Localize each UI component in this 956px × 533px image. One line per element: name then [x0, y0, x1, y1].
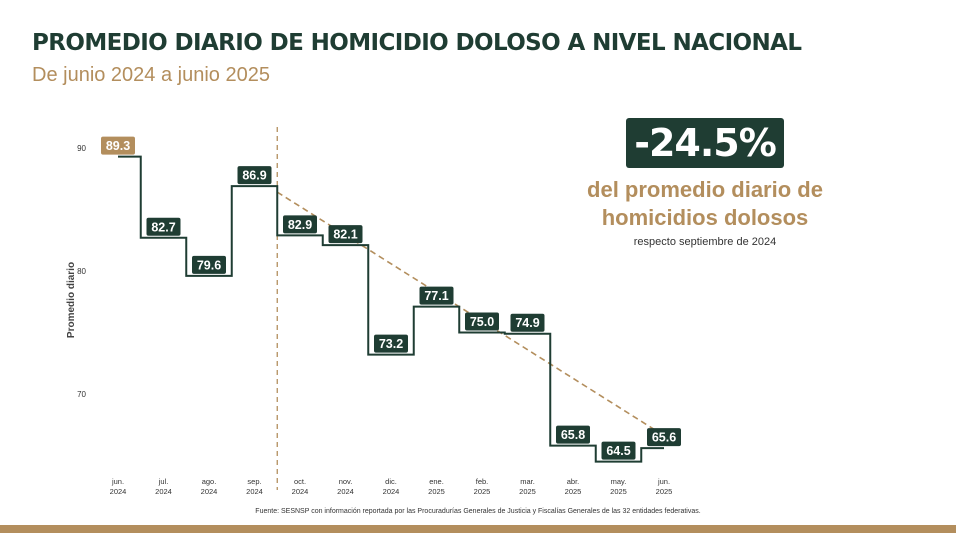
data-label: 74.9	[515, 316, 539, 330]
x-tick-label-year: 2025	[656, 487, 673, 496]
x-tick-label-month: jun.	[657, 477, 670, 486]
x-tick-label-year: 2025	[519, 487, 536, 496]
data-label-box	[283, 215, 317, 234]
y-axis-label: Promedio diario	[66, 262, 77, 338]
x-tick-label-year: 2025	[428, 487, 445, 496]
x-tick-label-year: 2024	[292, 487, 309, 496]
x-tick-label-month: oct.	[294, 477, 306, 486]
y-tick-label: 90	[77, 144, 86, 153]
chart-subtitle: De junio 2024 a junio 2025	[32, 64, 270, 86]
data-label: 73.2	[379, 337, 403, 351]
x-tick-label-year: 2025	[474, 487, 491, 496]
x-tick-label-month: may.	[611, 477, 627, 486]
data-label-box	[647, 428, 681, 447]
kpi-description-line2: homicidios dolosos	[601, 205, 809, 230]
kpi-description-line1: del promedio diario de	[587, 177, 823, 202]
data-label-box	[556, 425, 590, 444]
x-tick-label-month: abr.	[567, 477, 580, 486]
kpi-badge: -24.5%	[626, 118, 784, 168]
data-label: 86.9	[242, 169, 266, 183]
data-label-box	[465, 312, 499, 331]
source-note: Fuente: SESNSP con información reportada…	[255, 508, 701, 515]
x-tick-label-month: jun.	[111, 477, 124, 486]
x-tick-label-month: mar.	[520, 477, 535, 486]
x-tick-label-month: jul.	[158, 477, 169, 486]
x-tick-label-year: 2024	[110, 487, 127, 496]
x-tick-label-year: 2024	[337, 487, 354, 496]
data-label-box	[510, 313, 545, 332]
data-label-box	[237, 166, 272, 185]
x-tick-label-month: ene.	[429, 477, 444, 486]
x-tick-label-year: 2025	[565, 487, 582, 496]
x-tick-label-month: dic.	[385, 477, 397, 486]
data-label: 75.0	[470, 315, 494, 329]
data-label: 82.1	[333, 228, 357, 242]
x-tick-label-month: feb.	[476, 477, 489, 486]
data-label-box	[328, 225, 363, 244]
series-step-line	[118, 155, 664, 463]
data-label: 82.7	[151, 220, 175, 234]
data-label-box	[601, 441, 636, 460]
x-tick-label-year: 2024	[383, 487, 400, 496]
x-tick-label-year: 2024	[246, 487, 263, 496]
data-label: 82.9	[288, 218, 312, 232]
kpi-note: respecto septiembre de 2024	[633, 236, 777, 248]
y-tick-label: 80	[77, 267, 86, 276]
data-label: 64.5	[606, 444, 630, 458]
y-tick-label: 70	[77, 390, 86, 399]
data-label-box	[419, 286, 454, 305]
x-tick-label-month: sep.	[247, 477, 261, 486]
data-label: 89.3	[106, 139, 130, 153]
data-label-box	[101, 136, 135, 155]
data-label: 77.1	[424, 289, 448, 303]
data-label: 79.6	[197, 258, 221, 272]
data-label: 65.8	[561, 428, 585, 442]
data-label-box	[192, 255, 226, 274]
x-tick-label-month: nov.	[339, 477, 353, 486]
kpi-value: -24.5%	[634, 121, 777, 165]
footer-bar	[0, 525, 956, 533]
chart-title: PROMEDIO DIARIO DE HOMICIDIO DOLOSO A NI…	[32, 30, 802, 56]
data-label-box	[374, 334, 408, 353]
x-tick-label-year: 2024	[155, 487, 172, 496]
data-label: 65.6	[652, 431, 676, 445]
x-tick-label-year: 2025	[610, 487, 627, 496]
x-tick-label-month: ago.	[202, 477, 217, 486]
data-label-box	[146, 217, 181, 236]
x-tick-label-year: 2024	[201, 487, 218, 496]
